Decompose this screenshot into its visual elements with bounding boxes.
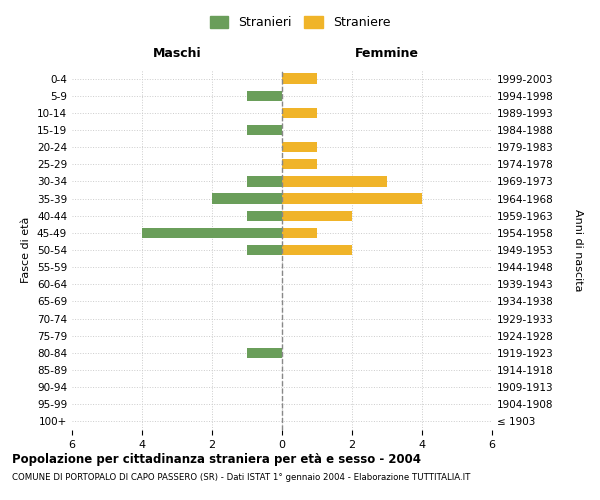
Y-axis label: Anni di nascita: Anni di nascita — [573, 209, 583, 291]
Bar — [282, 176, 387, 186]
Text: COMUNE DI PORTOPALO DI CAPO PASSERO (SR) - Dati ISTAT 1° gennaio 2004 - Elaboraz: COMUNE DI PORTOPALO DI CAPO PASSERO (SR)… — [12, 472, 470, 482]
Bar — [282, 74, 317, 84]
Bar — [212, 194, 282, 203]
Text: Popolazione per cittadinanza straniera per età e sesso - 2004: Popolazione per cittadinanza straniera p… — [12, 452, 421, 466]
Y-axis label: Fasce di età: Fasce di età — [22, 217, 31, 283]
Legend: Stranieri, Straniere: Stranieri, Straniere — [205, 11, 395, 34]
Bar — [282, 194, 422, 203]
Bar — [282, 245, 352, 255]
Text: Maschi: Maschi — [152, 47, 202, 60]
Bar — [247, 245, 282, 255]
Text: Femmine: Femmine — [355, 47, 419, 60]
Bar — [247, 125, 282, 135]
Bar — [282, 142, 317, 152]
Bar — [247, 90, 282, 101]
Bar — [247, 348, 282, 358]
Bar — [247, 176, 282, 186]
Bar — [282, 159, 317, 170]
Bar — [282, 210, 352, 221]
Bar — [282, 108, 317, 118]
Bar — [282, 228, 317, 238]
Bar — [142, 228, 282, 238]
Bar — [247, 210, 282, 221]
